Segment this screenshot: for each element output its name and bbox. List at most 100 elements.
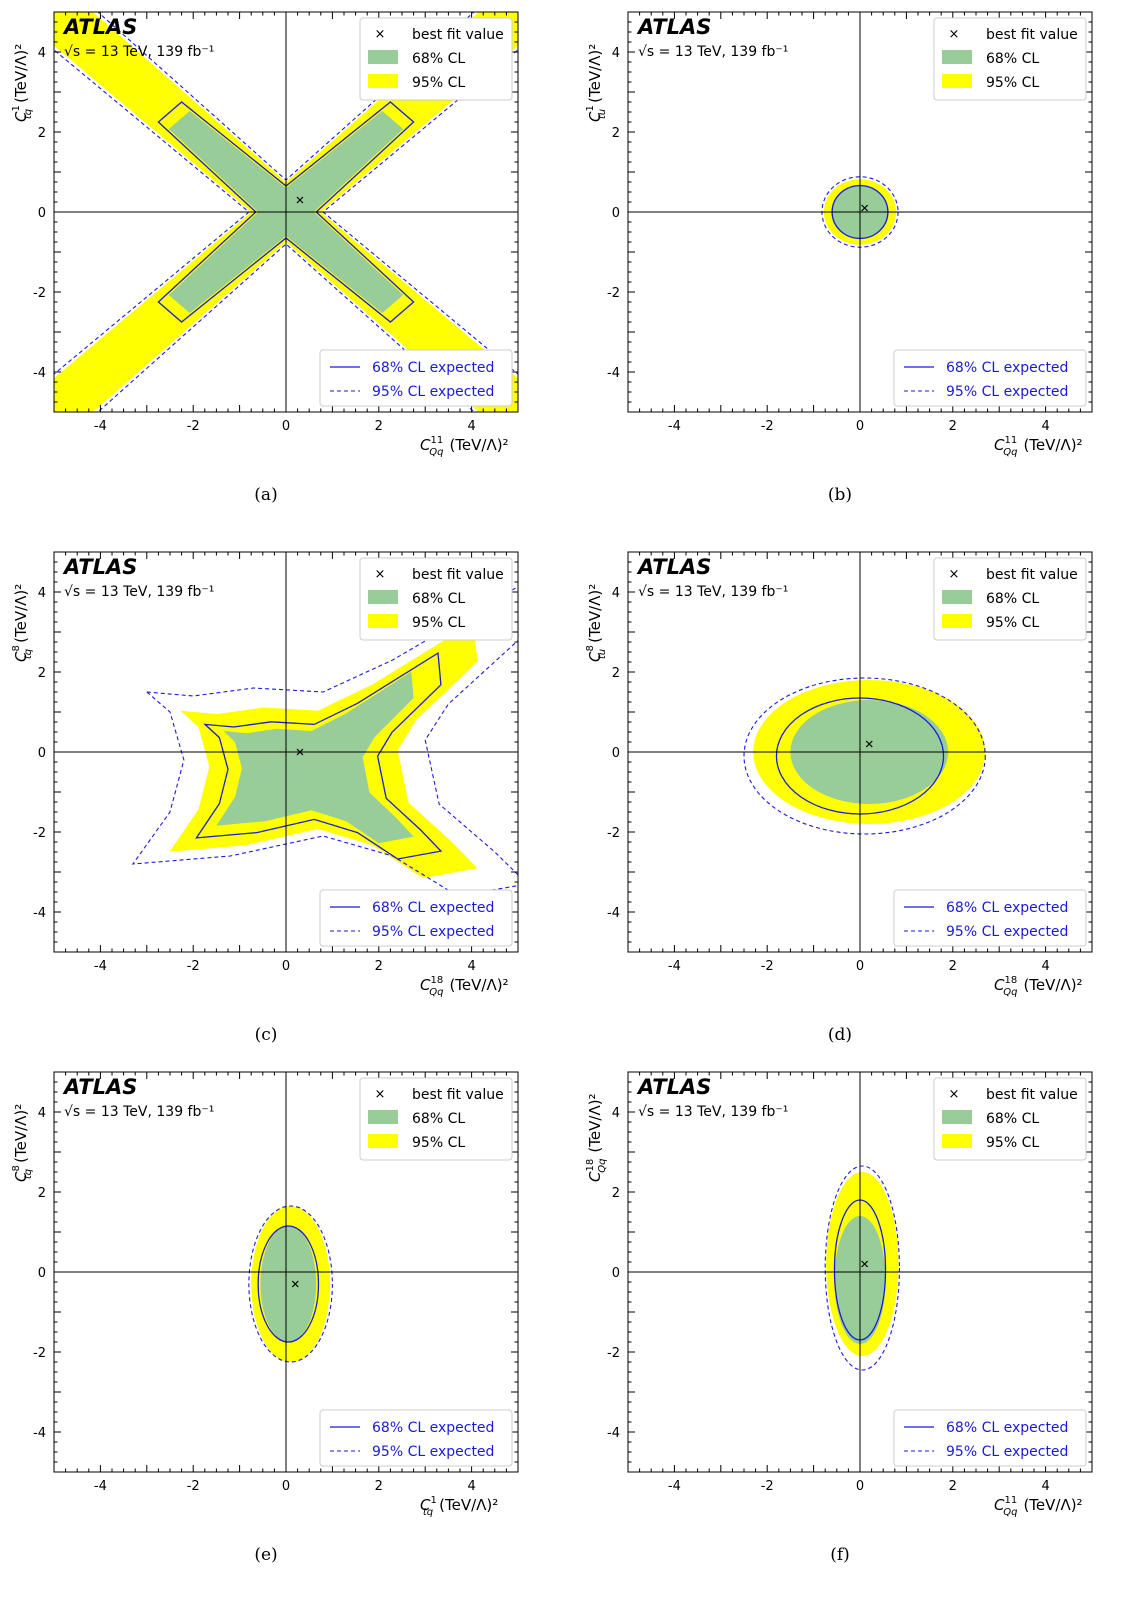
expected-legend-box — [319, 1409, 513, 1467]
x-tick-label: 2 — [375, 419, 383, 434]
legend-cl95-swatch — [942, 1134, 972, 1148]
y-axis-label: C8tq(TeV/Λ)² — [11, 584, 34, 662]
legend-best-fit-label: best fit value — [412, 567, 504, 583]
tick-marks — [627, 551, 1093, 953]
legend-cl95-label: 95% CL — [412, 615, 465, 631]
best-fit-marker — [291, 1280, 299, 1288]
legend-cl95-label: 95% CL — [412, 1135, 465, 1151]
x-tick-label: -2 — [761, 959, 774, 974]
legend-best-fit-marker: × — [375, 567, 386, 582]
x-axis-label: C18 Qq (TeV/Λ)² — [994, 975, 1083, 998]
legend-exp95-label: 95% CL expected — [946, 1444, 1068, 1460]
legend-cl95-swatch — [368, 614, 398, 628]
y-tick-label: 0 — [38, 1266, 46, 1281]
y-tick-label: 0 — [612, 206, 620, 221]
legend-best-fit-marker: × — [375, 27, 386, 42]
panel-caption: (d) — [828, 1025, 852, 1045]
y-tick-label: -4 — [33, 906, 46, 921]
y-tick-label: 0 — [612, 746, 620, 761]
y-tick-label: -4 — [607, 1426, 620, 1441]
y-tick-label: 2 — [612, 666, 620, 681]
energy-label: √s = 13 TeV, 139 fb⁻¹ — [64, 44, 214, 60]
x-tick-label: 0 — [856, 1479, 864, 1494]
plot-area — [248, 1205, 333, 1363]
legend-cl95-label: 95% CL — [986, 1135, 1039, 1151]
x-tick-label: -4 — [94, 1479, 107, 1494]
tick-marks — [627, 1071, 1093, 1473]
legend-exp95-label: 95% CL expected — [946, 384, 1068, 400]
y-tick-label: 0 — [38, 206, 46, 221]
x-tick-label: 4 — [1041, 959, 1049, 974]
exp68-contour — [195, 651, 443, 860]
x-tick-label: 2 — [375, 1479, 383, 1494]
expected-legend-box — [319, 889, 513, 947]
legend-best-fit-marker: × — [949, 27, 960, 42]
y-tick-label: 2 — [38, 1186, 46, 1201]
x-tick-label: -4 — [668, 959, 681, 974]
plot-area — [743, 677, 986, 835]
legend-best-fit-label: best fit value — [412, 1087, 504, 1103]
x-tick-label: 0 — [856, 959, 864, 974]
legend-exp95-label: 95% CL expected — [372, 384, 494, 400]
y-tick-label: 4 — [38, 1106, 46, 1121]
x-axis-label: C11 Qq (TeV/Λ)² — [994, 1495, 1083, 1518]
y-tick-label: 2 — [612, 1186, 620, 1201]
energy-label: √s = 13 TeV, 139 fb⁻¹ — [638, 1104, 788, 1120]
cl68-region — [216, 671, 414, 844]
legend-cl95-swatch — [368, 74, 398, 88]
legend-cl68-swatch — [368, 1110, 398, 1124]
y-tick-label: 4 — [38, 46, 46, 61]
exp95-contour — [131, 586, 518, 897]
legend-best-fit-label: best fit value — [986, 27, 1078, 43]
panel-caption: (b) — [828, 485, 852, 505]
x-axis-label: C18 Qq (TeV/Λ)² — [420, 975, 509, 998]
y-tick-label: -2 — [33, 286, 46, 301]
legend-cl68-swatch — [368, 590, 398, 604]
legend-exp68-label: 68% CL expected — [372, 1420, 494, 1436]
legend-exp68-label: 68% CL expected — [372, 360, 494, 376]
exp95-contour — [824, 1165, 900, 1371]
y-tick-label: 4 — [612, 46, 620, 61]
legend-cl68-swatch — [942, 590, 972, 604]
atlas-label: ATLAS — [62, 15, 137, 39]
energy-label: √s = 13 TeV, 139 fb⁻¹ — [638, 584, 788, 600]
x-tick-label: -4 — [94, 419, 107, 434]
y-tick-label: 4 — [38, 586, 46, 601]
legend-cl68-swatch — [942, 1110, 972, 1124]
legend-cl68-label: 68% CL — [986, 1111, 1039, 1127]
y-tick-label: -2 — [607, 286, 620, 301]
x-tick-label: 0 — [282, 1479, 290, 1494]
legend-cl68-label: 68% CL — [986, 51, 1039, 67]
legend-cl95-swatch — [942, 74, 972, 88]
atlas-label: ATLAS — [62, 555, 137, 579]
legend-best-fit-marker: × — [375, 1087, 386, 1102]
legend-exp95-label: 95% CL expected — [372, 1444, 494, 1460]
panel-caption: (a) — [254, 485, 277, 505]
x-tick-label: 4 — [467, 1479, 475, 1494]
x-tick-label: 0 — [282, 959, 290, 974]
y-axis-label: C1tq(TeV/Λ)² — [11, 44, 34, 122]
energy-label: √s = 13 TeV, 139 fb⁻¹ — [64, 1104, 214, 1120]
y-axis-label: C8tq(TeV/Λ)² — [11, 1104, 34, 1182]
best-fit-marker — [296, 196, 304, 204]
x-tick-label: 0 — [282, 419, 290, 434]
y-tick-label: 2 — [38, 666, 46, 681]
expected-legend-box — [893, 1409, 1087, 1467]
y-tick-label: -2 — [607, 826, 620, 841]
x-tick-label: -2 — [761, 419, 774, 434]
best-fit-marker — [861, 204, 869, 212]
legend-cl68-swatch — [368, 50, 398, 64]
panel-caption: (e) — [254, 1545, 277, 1565]
x-tick-label: 0 — [856, 419, 864, 434]
x-tick-label: 4 — [467, 959, 475, 974]
atlas-label: ATLAS — [636, 555, 711, 579]
best-fit-marker — [296, 748, 304, 756]
legend-exp68-label: 68% CL expected — [946, 900, 1068, 916]
x-tick-label: -2 — [761, 1479, 774, 1494]
x-tick-label: -2 — [187, 1479, 200, 1494]
tick-marks — [53, 1071, 519, 1473]
